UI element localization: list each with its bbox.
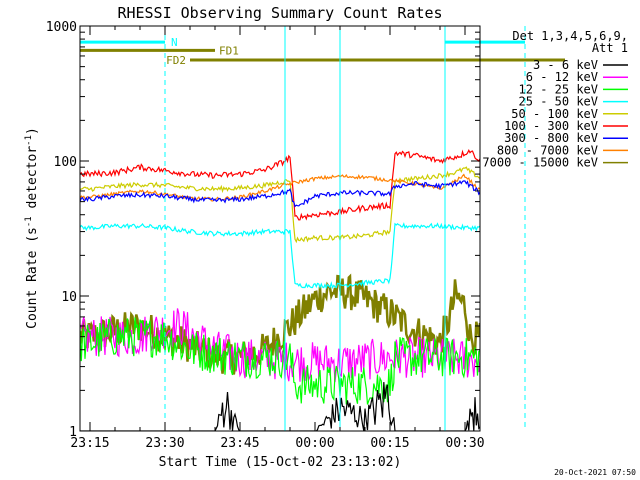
series-line-6 bbox=[80, 180, 480, 208]
y-axis-label-sup2: -1 bbox=[24, 135, 34, 146]
legend-label-3: 25 - 50 keV bbox=[519, 95, 598, 109]
x-tick-label-5: 00:30 bbox=[445, 436, 484, 451]
axis-layer: 23:15 23:30 23:45 00:00 00:15 00:30 1 10 100 1000 bbox=[46, 20, 485, 451]
series-line-3 bbox=[80, 222, 480, 290]
legend-title-line1: Det 1,3,4,5,6,9, bbox=[512, 29, 628, 43]
y-tick-label-0: 1 bbox=[69, 425, 77, 440]
legend-label-6: 300 - 800 keV bbox=[504, 131, 598, 145]
x-tick-label-4: 00:15 bbox=[370, 436, 409, 451]
legend-label-5: 100 - 300 keV bbox=[504, 119, 598, 133]
series-layer bbox=[80, 148, 480, 431]
x-tick-label-3: 00:00 bbox=[295, 436, 334, 451]
y-tick-label-3: 1000 bbox=[46, 20, 77, 35]
y-tick-label-2: 100 bbox=[54, 155, 77, 170]
state-bar-layer: N FD1 FD2 bbox=[80, 36, 565, 67]
y-tick-label-1: 10 bbox=[61, 290, 77, 305]
state-bar-label-FD2: FD2 bbox=[166, 54, 186, 67]
legend-title-line2: Att 1 bbox=[592, 41, 628, 55]
y-axis-label-end: ) bbox=[25, 127, 40, 135]
y-axis-label: Count Rate (s-1 detector-1) bbox=[24, 127, 40, 329]
chart-title: RHESSI Observing Summary Count Rates bbox=[117, 4, 442, 22]
series-line-4 bbox=[80, 166, 480, 244]
x-tick-label-2: 23:45 bbox=[220, 436, 259, 451]
plot-frame bbox=[79, 25, 481, 432]
y-axis-label-mid: detector bbox=[25, 146, 40, 217]
legend-label-2: 12 - 25 keV bbox=[519, 82, 598, 96]
legend-label-7: 800 - 7000 keV bbox=[497, 143, 598, 157]
series-line-7 bbox=[80, 173, 480, 202]
y-axis-label-sup1: -1 bbox=[24, 216, 34, 227]
series-line-5 bbox=[80, 148, 480, 221]
vline-layer bbox=[79, 26, 526, 431]
x-tick-label-0: 23:15 bbox=[70, 436, 109, 451]
legend-label-0: 3 - 6 keV bbox=[533, 58, 598, 72]
state-bar-label-FD1: FD1 bbox=[219, 44, 239, 57]
state-bar-label-N: N bbox=[171, 36, 178, 49]
legend-label-1: 6 - 12 keV bbox=[526, 70, 598, 84]
x-tick-label-1: 23:30 bbox=[145, 436, 184, 451]
series-line-2 bbox=[80, 317, 480, 405]
x-axis-label: Start Time (15-Oct-02 23:13:02) bbox=[159, 455, 402, 470]
legend-label-8: 7000 - 15000 keV bbox=[482, 156, 598, 170]
y-axis-label-main: Count Rate (s bbox=[25, 227, 40, 329]
legend-label-4: 50 - 100 keV bbox=[511, 107, 598, 121]
render-timestamp: 20-Oct-2021 07:50 bbox=[554, 468, 636, 477]
